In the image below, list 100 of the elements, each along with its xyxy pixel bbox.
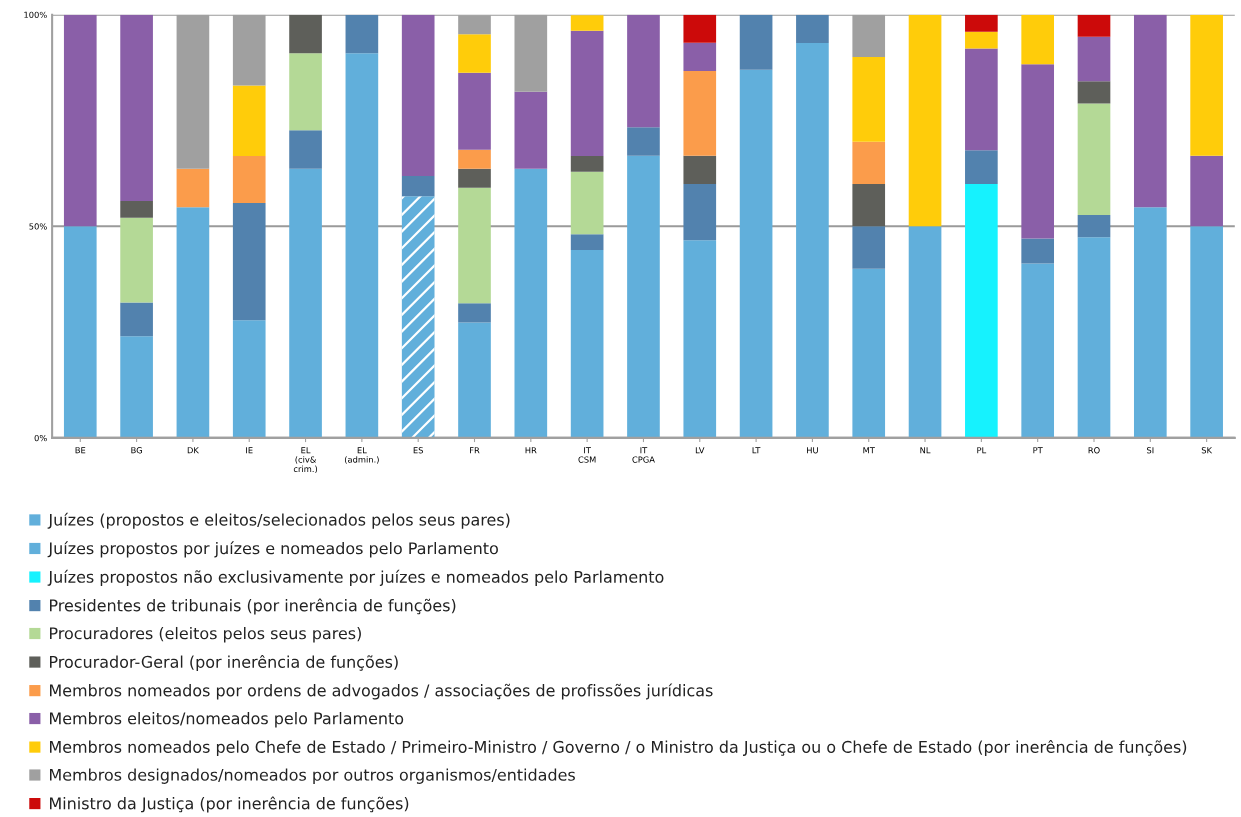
bar: [1021, 64, 1055, 239]
bar: [627, 155, 660, 438]
y-tick-label: 100%: [24, 11, 47, 18]
bar: [1133, 14, 1167, 208]
bar: [852, 183, 886, 227]
legend-label: Membros designados/nomeados por outros organismos/entidades: [50, 768, 575, 784]
bar: [458, 34, 491, 73]
bar: [908, 14, 942, 227]
bar: [289, 53, 322, 131]
bar: [1021, 238, 1055, 264]
bar: [908, 226, 942, 438]
bar: [289, 168, 322, 438]
bar: [739, 14, 773, 70]
bar: [1190, 14, 1223, 156]
legend-label: Juízes propostos por juízes e nomeados pelo Parlamento: [47, 541, 498, 558]
legend-label: Juízes (propostos e eleitos/selecionados pelos seus pares): [47, 512, 510, 529]
bar: [570, 156, 604, 172]
x-tick-label: MT: [863, 447, 875, 454]
bar: [796, 43, 829, 438]
x-tick-label: HR: [525, 447, 537, 454]
bar: [796, 14, 829, 44]
bar: [1021, 263, 1055, 438]
x-tick-label: IT CPGA: [632, 447, 655, 463]
bar: [965, 31, 998, 49]
bar: [1077, 237, 1111, 438]
bar: [683, 14, 717, 43]
bar: [965, 48, 998, 151]
x-tick-label: LV: [695, 447, 705, 454]
bar: [1077, 81, 1111, 104]
legend-label: Ministro da Justiça (por inerência de funções): [50, 796, 409, 813]
x-tick-label: PL: [977, 447, 987, 454]
x-tick-label: SI: [1146, 447, 1154, 454]
x-tick-label: ES: [413, 447, 423, 454]
legend-label: Membros nomeados por ordens de advogados / associações de profissões jurídicas: [50, 683, 713, 700]
bar: [345, 14, 379, 54]
bar: [458, 322, 491, 438]
bar: [120, 302, 153, 337]
x-tick-label: RO: [1088, 447, 1100, 454]
bar: [570, 30, 604, 157]
bar: [965, 183, 998, 438]
bar: [176, 207, 210, 438]
bar: [683, 42, 717, 71]
bar: [120, 217, 153, 303]
legend-label: Procuradores (eleitos pelos seus pares): [50, 626, 361, 643]
x-tick-label: NL: [920, 447, 931, 454]
bar: [627, 127, 660, 156]
bar: [570, 15, 604, 31]
x-tick-label: PT: [1033, 447, 1043, 454]
bar: [458, 168, 491, 188]
bar: [570, 250, 604, 438]
x-tick-label: BG: [131, 447, 142, 454]
legend-label: Procurador-Geral (por inerência de funções): [50, 654, 398, 671]
bar: [852, 57, 886, 142]
x-tick-label: DK: [187, 447, 200, 454]
bar: [458, 72, 491, 150]
bar: [232, 203, 266, 321]
x-tick-label: EL (admin.): [344, 447, 379, 464]
bar: [514, 91, 548, 169]
bar: [120, 200, 153, 218]
bar: [514, 168, 548, 438]
x-tick-label: IT CSM: [578, 447, 596, 463]
bar: [683, 240, 717, 438]
x-tick-label: FR: [470, 447, 480, 454]
bar: [965, 14, 998, 32]
bar: [232, 85, 266, 157]
bar: [401, 14, 435, 176]
bar: [345, 53, 379, 438]
legend-label: Membros nomeados pelo Chefe de Estado / Primeiro-Ministro / Governo / o Ministro da Justiça ou o Chefe de Estado (por inerência de funções): [50, 739, 1187, 757]
bar: [120, 336, 153, 438]
bar: [458, 187, 491, 304]
bar: [176, 168, 210, 208]
bar: [1021, 14, 1055, 65]
x-tick-label: IE: [246, 447, 253, 454]
bar: [852, 268, 886, 438]
y-tick-label: 50%: [29, 223, 47, 230]
bar: [289, 14, 322, 54]
x-tick-label: EL (civ& crim.): [293, 447, 318, 474]
bar: [570, 171, 604, 235]
bar: [1190, 155, 1223, 227]
x-tick-label: LT: [752, 447, 761, 454]
bar: [120, 14, 153, 201]
bar: [458, 149, 491, 169]
bar: [1077, 214, 1111, 238]
bar: [1077, 14, 1111, 37]
bar: [232, 320, 266, 438]
bar: [739, 69, 773, 438]
bar: [1133, 207, 1167, 438]
bar: [1077, 36, 1111, 82]
bar: [401, 175, 435, 197]
bar: [852, 226, 886, 269]
bar: [458, 303, 491, 323]
x-tick-label: HU: [807, 447, 818, 454]
legend-label: Membros eleitos/nomeados pelo Parlamento: [50, 711, 404, 728]
legend-label: Presidentes de tribunais (por inerência de funções): [50, 598, 456, 615]
bar: [965, 150, 998, 184]
bar: [627, 14, 660, 128]
bar: [232, 156, 266, 204]
bar: [63, 226, 97, 438]
bar: [570, 234, 604, 251]
y-tick-label: 0%: [34, 434, 47, 442]
